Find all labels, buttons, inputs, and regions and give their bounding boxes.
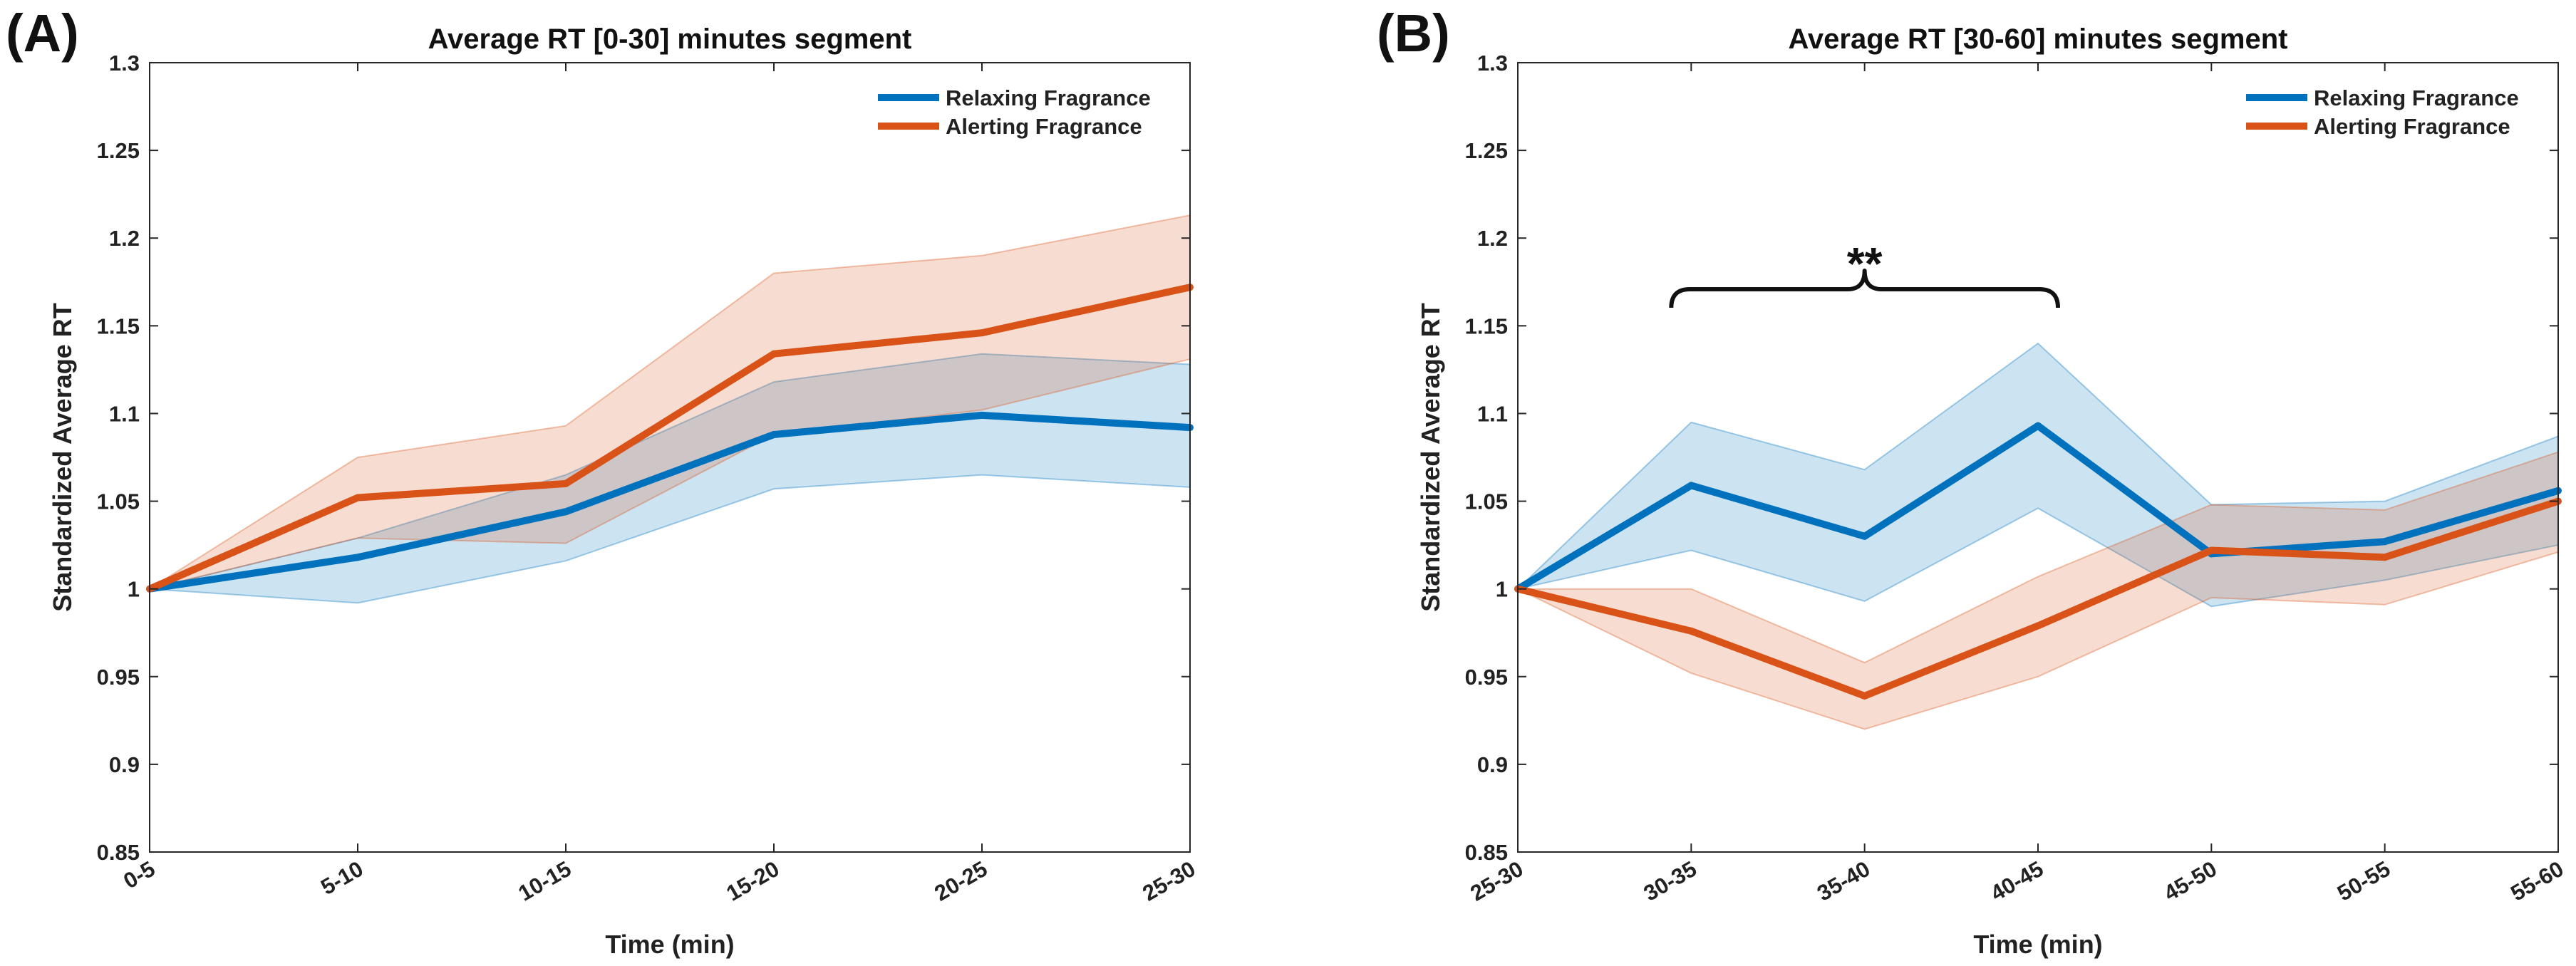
panel-b-point-1-2 (1861, 692, 1868, 700)
panel-b-ytick-label: 1.15 (1465, 313, 1508, 338)
panel-a-plot-frame (149, 62, 1191, 853)
panel-b-ytick-label: 1.2 (1477, 226, 1508, 251)
panel-a-ytick-label: 0.85 (97, 840, 140, 865)
panel-a-ytick-label: 1.2 (109, 226, 140, 251)
panel-b-point-1-4 (2208, 546, 2215, 554)
panel-a-ytick-label: 1.1 (109, 401, 140, 426)
panel-a-point-1-4 (978, 329, 986, 337)
panel-a-ytick-label: 0.9 (109, 752, 140, 777)
panel-a-point-0-2 (562, 508, 569, 516)
panel-a: (A) Average RT [0-30] minutes segment 0.… (6, 4, 1200, 959)
panel-b-x-axis-label: Time (min) (1973, 930, 2102, 959)
panel-a-y-axis-label: Standardized Average RT (48, 303, 77, 611)
panel-b-legend-label-alerting: Alerting Fragrance (2314, 114, 2510, 139)
panel-a-ytick-label: 1.3 (109, 51, 140, 76)
panel-b-ytick-label: 1.25 (1465, 138, 1508, 163)
panel-b-significance-marker: ** (1847, 238, 1883, 289)
panel-a-ytick-label: 1.15 (97, 313, 140, 338)
panel-a-xtick-label: 15-20 (722, 856, 783, 906)
panel-b-ytick-label: 1.05 (1465, 489, 1508, 514)
panel-a-xtick-label: 10-15 (514, 856, 575, 906)
panel-a-legend: Relaxing Fragrance Alerting Fragrance (878, 85, 1151, 139)
panel-a-x-axis-label: Time (min) (605, 930, 734, 959)
panel-b-legend: Relaxing Fragrance Alerting Fragrance (2246, 85, 2519, 139)
panel-b-xtick-label: 40-45 (1986, 856, 2047, 906)
panel-a-point-1-1 (354, 494, 361, 502)
panel-b-ytick-label: 1 (1496, 577, 1508, 602)
panel-a-legend-label-relaxing: Relaxing Fragrance (946, 85, 1151, 110)
panel-b-xtick-label: 30-35 (1640, 856, 1701, 906)
panel-a-ytick-label: 1.05 (97, 489, 140, 514)
panel-b-ytick-label: 0.9 (1477, 752, 1508, 777)
panel-b-xtick-label: 45-50 (2160, 856, 2221, 906)
panel-b-y-axis-label: Standardized Average RT (1416, 303, 1445, 611)
panel-b-ytick-label: 0.85 (1465, 840, 1508, 865)
panel-a-ytick-label: 0.95 (97, 665, 140, 690)
panel-a-point-0-1 (354, 554, 361, 561)
panel-b-xtick-label: 35-40 (1813, 856, 1874, 906)
panel-a-ytick-label: 1 (128, 577, 140, 602)
panel-b-xtick-label: 50-55 (2333, 856, 2394, 906)
panel-b: (B) Average RT [30-60] minutes segment 0… (1377, 4, 2568, 959)
panel-a-line-1 (148, 284, 1191, 593)
panel-b-ytick-label: 1.1 (1477, 401, 1508, 426)
panel-a-line-0 (149, 411, 1191, 593)
panel-a-legend-label-alerting: Alerting Fragrance (946, 114, 1142, 139)
panel-b-point-0-3 (2034, 422, 2042, 430)
panel-a-point-1-3 (770, 350, 777, 358)
panel-a-point-0-3 (770, 430, 777, 438)
panel-a-xtick-label: 5-10 (316, 856, 367, 900)
panel-a-ytick-label: 1.25 (97, 138, 140, 163)
panel-a-title: Average RT [0-30] minutes segment (428, 24, 912, 55)
panel-b-point-1-1 (1687, 627, 1695, 635)
panel-a-point-1-2 (562, 479, 569, 487)
panel-a-label: (A) (6, 4, 79, 63)
panel-b-legend-label-relaxing: Relaxing Fragrance (2314, 85, 2519, 110)
panel-b-point-0-5 (2381, 538, 2389, 546)
panel-b-ytick-label: 0.95 (1465, 665, 1508, 690)
panel-b-xtick-label: 55-60 (2506, 856, 2567, 906)
panel-b-title: Average RT [30-60] minutes segment (1789, 24, 2288, 55)
panel-b-label: (B) (1377, 4, 1450, 63)
panel-a-xtick-label: 20-25 (930, 856, 991, 906)
panel-b-point-1-5 (2381, 554, 2389, 561)
panel-b-ytick-label: 1.3 (1477, 51, 1508, 76)
panel-b-point-1-3 (2034, 622, 2042, 630)
panel-a-xtick-label: 25-30 (1138, 856, 1199, 906)
panel-b-point-0-1 (1687, 482, 1695, 489)
panel-b-significance-brace (1669, 269, 2060, 308)
panel-b-point-0-2 (1861, 532, 1868, 540)
panel-a-point-0-4 (978, 411, 986, 419)
